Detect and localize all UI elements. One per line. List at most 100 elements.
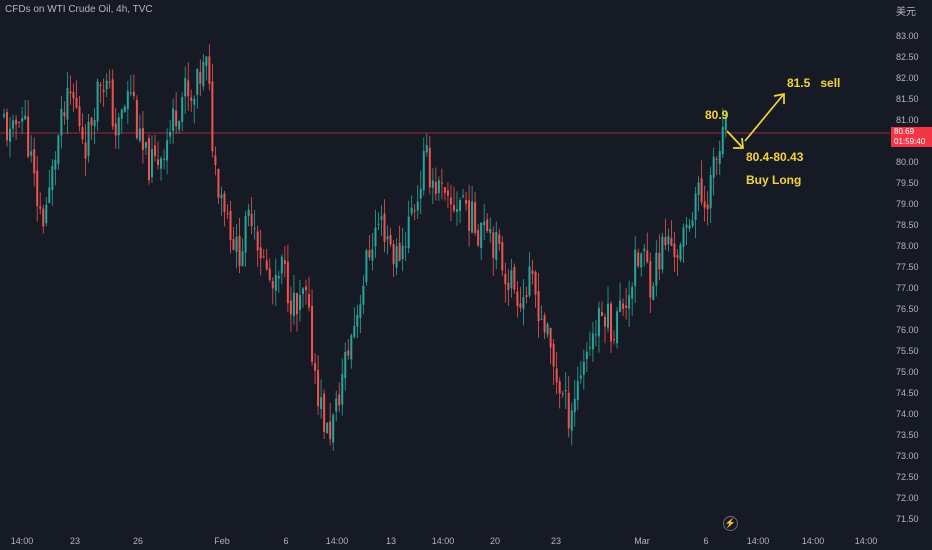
candle-up [404,246,407,248]
candle-down [84,142,87,159]
candle-up [120,109,123,119]
candle-up [30,151,33,156]
candle-up [570,410,573,431]
candle-down [214,155,217,165]
y-tick-label: 81.00 [896,115,919,125]
candle-up [619,300,622,312]
candle-down [81,127,84,140]
candle-down [238,235,241,267]
candle-up [377,223,380,225]
candle-up [66,88,69,120]
candle-down [314,363,317,371]
candle-down [646,250,649,263]
candle-up [667,236,670,245]
x-tick-label: Feb [214,536,230,546]
candle-down [6,112,9,141]
candle-down [259,247,262,259]
candle-up [196,69,199,96]
candle-up [21,118,24,122]
candle-down [649,261,652,298]
x-tick-label: 14:00 [11,536,34,546]
candle-down [703,201,706,208]
candle-up [144,142,147,148]
y-tick-label: 72.50 [896,472,919,482]
candle-up [54,159,57,170]
x-tick-label: 20 [490,536,500,546]
candle-down [265,260,268,270]
x-tick-label: 14:00 [855,536,878,546]
candle-up [356,314,359,327]
candle-down [187,80,190,97]
candle-up [51,165,54,191]
candle-up [564,389,567,392]
candle-down [199,71,202,84]
candle-down [208,56,211,84]
y-tick-label: 76.50 [896,304,919,314]
y-tick-label: 82.50 [896,52,919,62]
candle-down [452,205,455,211]
candle-down [465,199,468,204]
candle-up [634,249,637,287]
candle-down [389,235,392,245]
candle-down [108,81,111,83]
candle-up [335,398,338,412]
candle-down [175,110,178,127]
candle-up [129,92,132,94]
candle-up [169,131,172,137]
candle-down [268,268,271,280]
candle-down [211,81,214,152]
candle-down [308,294,311,308]
candle-up [341,374,344,405]
candle-down [132,91,135,97]
candle-up [163,158,166,160]
candle-down [610,303,613,342]
candle-up [150,149,153,178]
candle-up [459,200,462,211]
candle-up [57,135,60,164]
lightning-icon[interactable]: ⚡ [723,516,738,531]
candle-up [471,201,474,233]
candle-down [217,168,220,198]
candle-up [350,335,353,360]
candle-down [622,303,625,309]
candle-down [147,138,150,181]
candle-up [395,246,398,268]
candle-down [715,159,718,161]
candle-down [670,238,673,246]
candle-down [673,243,676,258]
candle-up [546,323,549,335]
candle-up [422,150,425,191]
candle-down [474,202,477,234]
candle-down [226,213,229,215]
annotation-high-label: 80.9 [705,108,729,122]
price-axis: 83.0082.5082.0081.5081.0080.5080.0079.50… [896,31,919,524]
candle-up [522,297,525,310]
candle-down [555,368,558,383]
candle-down [283,260,286,265]
candle-up [178,121,181,130]
candle-up [682,227,685,247]
candle-down [90,117,93,126]
candle-up [709,175,712,209]
candle-down [446,190,449,196]
candle-up [93,120,96,127]
current-price-tag: 80.69 01:59:40 [891,127,932,147]
x-tick-label: 14:00 [747,536,770,546]
candle-down [27,116,30,157]
candle-down [549,328,552,348]
candle-up [117,117,120,136]
candle-up [643,248,646,252]
candle-down [428,147,431,188]
chart-title: CFDs on WTI Crude Oil, 4h, TVC [5,4,153,15]
y-tick-label: 80.00 [896,157,919,167]
candle-down [42,208,45,227]
candle-down [600,311,603,316]
candle-up [431,180,434,188]
candle-up [48,187,51,203]
candle-up [480,222,483,248]
candle-up [274,274,277,291]
candle-up [247,209,250,217]
candle-up [60,108,63,136]
candle-down [625,305,628,308]
